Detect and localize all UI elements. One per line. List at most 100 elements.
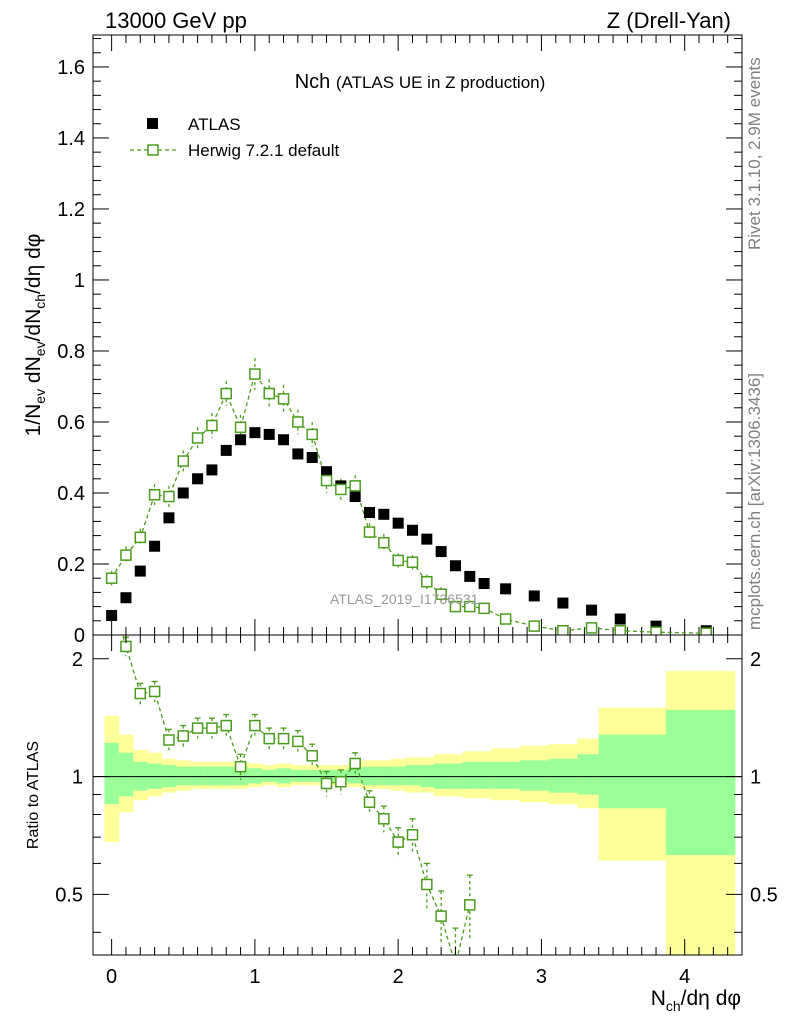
ratio-panel: 0.5 0.51 12 20 1 2 3 4 Ratio to ATLAS Nch/dη dφ xyxy=(25,591,778,1014)
herwig-data-point xyxy=(349,480,361,492)
herwig-data-point xyxy=(449,600,462,613)
ratio-y-tick-label: 1 xyxy=(72,767,83,789)
atlas-data-point xyxy=(614,613,626,625)
mcplots-label: mcplots.cern.ch [arXiv:1306.3436] xyxy=(745,373,764,630)
herwig-ratio-point xyxy=(191,722,204,734)
herwig-data-point xyxy=(306,428,318,441)
atlas-data-point xyxy=(349,491,361,503)
main-y-tick-label: 0.6 xyxy=(57,412,85,434)
herwig-data-point xyxy=(292,416,304,428)
herwig-data-point xyxy=(206,419,218,432)
ratio-band-inner xyxy=(598,734,667,809)
herwig-ratio-point xyxy=(177,730,190,742)
herwig-ratio-point xyxy=(249,719,261,732)
x-tick-label: 0 xyxy=(106,966,117,988)
herwig-ratio-point xyxy=(363,796,376,808)
atlas-data-point xyxy=(406,524,418,536)
herwig-data-point xyxy=(363,526,376,538)
herwig-data-point xyxy=(134,531,147,544)
atlas-data-point xyxy=(449,560,461,572)
atlas-data-point xyxy=(292,448,304,460)
atlas-data-point xyxy=(364,507,376,519)
ratio-y-tick-label-right: 2 xyxy=(750,649,761,671)
herwig-ratio-point xyxy=(349,757,361,770)
ratio-band-inner xyxy=(276,768,292,784)
herwig-ratio-point xyxy=(107,591,117,601)
herwig-ratio-point xyxy=(450,960,460,970)
atlas-data-point xyxy=(586,604,598,616)
ratio-band-inner xyxy=(319,769,335,782)
x-tick-label: 4 xyxy=(679,966,690,988)
herwig-ratio-point xyxy=(306,750,318,762)
atlas-data-point xyxy=(149,540,161,552)
herwig-data-point xyxy=(320,474,333,487)
herwig-data-point xyxy=(148,489,161,501)
herwig-ratio-point xyxy=(206,722,218,734)
herwig-ratio-point xyxy=(464,899,476,911)
herwig-data-point xyxy=(335,483,347,496)
ratio-band-inner xyxy=(577,754,600,795)
atlas-data-point xyxy=(206,464,218,476)
ratio-y-tick-label: 0.5 xyxy=(55,884,83,906)
atlas-data-point xyxy=(249,427,261,439)
herwig-data-point xyxy=(557,624,569,635)
herwig-data-point xyxy=(650,626,662,635)
ratio-axis-ticks: 0.5 0.5 1 1 2 2 0 1 2 3 4 xyxy=(55,635,778,988)
ratio-y-tick-label-right: 1 xyxy=(750,767,761,789)
atlas-data-point xyxy=(557,597,569,609)
ratio-band-inner xyxy=(204,766,220,786)
herwig-data-point xyxy=(163,490,175,503)
ratio-band-inner xyxy=(333,769,349,782)
ratio-band-inner xyxy=(247,768,263,784)
herwig-data-point xyxy=(406,556,419,568)
main-y-tick-label: 1.4 xyxy=(57,128,85,150)
ratio-uncertainty-bands xyxy=(104,671,736,955)
main-y-tick-label: 0.8 xyxy=(57,341,85,363)
herwig-data-point xyxy=(478,602,490,615)
herwig-ratio-point xyxy=(220,719,232,732)
ratio-band-inner xyxy=(348,768,363,784)
herwig-ratio-point xyxy=(378,813,390,825)
herwig-data-point xyxy=(499,613,512,625)
main-y-tick-label: 1.2 xyxy=(57,199,85,221)
ratio-band-inner xyxy=(118,752,134,797)
ratio-y-axis-label: Ratio to ATLAS xyxy=(25,741,42,849)
rivet-version-label: Rivet 3.1.10, 2.9M events xyxy=(745,57,764,250)
atlas-data-point xyxy=(528,590,540,602)
ratio-band-inner xyxy=(219,766,234,786)
atlas-data-point xyxy=(306,451,318,463)
ratio-band-inner xyxy=(390,766,406,786)
herwig-data-point xyxy=(105,572,118,584)
herwig-data-point xyxy=(277,393,290,405)
ratio-band-inner xyxy=(190,766,206,786)
ratio-band-inner xyxy=(548,758,578,793)
atlas-data-point xyxy=(500,583,512,595)
main-y-tick-label: 0.2 xyxy=(57,554,85,576)
atlas-data-point xyxy=(106,609,118,621)
herwig-data-point xyxy=(435,588,447,600)
ratio-plot-frame xyxy=(92,634,743,956)
legend-herwig-marker xyxy=(147,144,159,156)
chart-title: Nch (ATLAS UE in Z production) xyxy=(295,71,546,93)
herwig-data-point xyxy=(191,432,204,444)
atlas-data-point xyxy=(478,578,490,590)
legend-atlas-marker xyxy=(147,118,158,129)
herwig-ratio-point xyxy=(406,829,419,841)
herwig-data-point xyxy=(234,421,247,434)
atlas-data-point xyxy=(278,434,290,446)
herwig-main-line xyxy=(111,372,707,634)
ratio-band-inner xyxy=(362,766,378,786)
x-tick-label: 3 xyxy=(536,966,547,988)
main-y-tick-label: 0.4 xyxy=(57,483,85,505)
atlas-data-point xyxy=(464,570,476,582)
main-y-axis-ticks: 0 0.2 0.4 0.6 0.8 1 1.2 1.4 1.6 xyxy=(57,35,742,647)
atlas-data-point xyxy=(235,434,247,446)
herwig-data-point xyxy=(700,627,712,635)
x-tick-label: 1 xyxy=(249,966,260,988)
herwig-data-point xyxy=(378,536,390,549)
chart-title-main: Nch xyxy=(295,71,331,93)
herwig-ratio-point xyxy=(277,732,290,745)
herwig-data-point xyxy=(120,549,132,561)
herwig-ratio-point xyxy=(163,734,175,746)
